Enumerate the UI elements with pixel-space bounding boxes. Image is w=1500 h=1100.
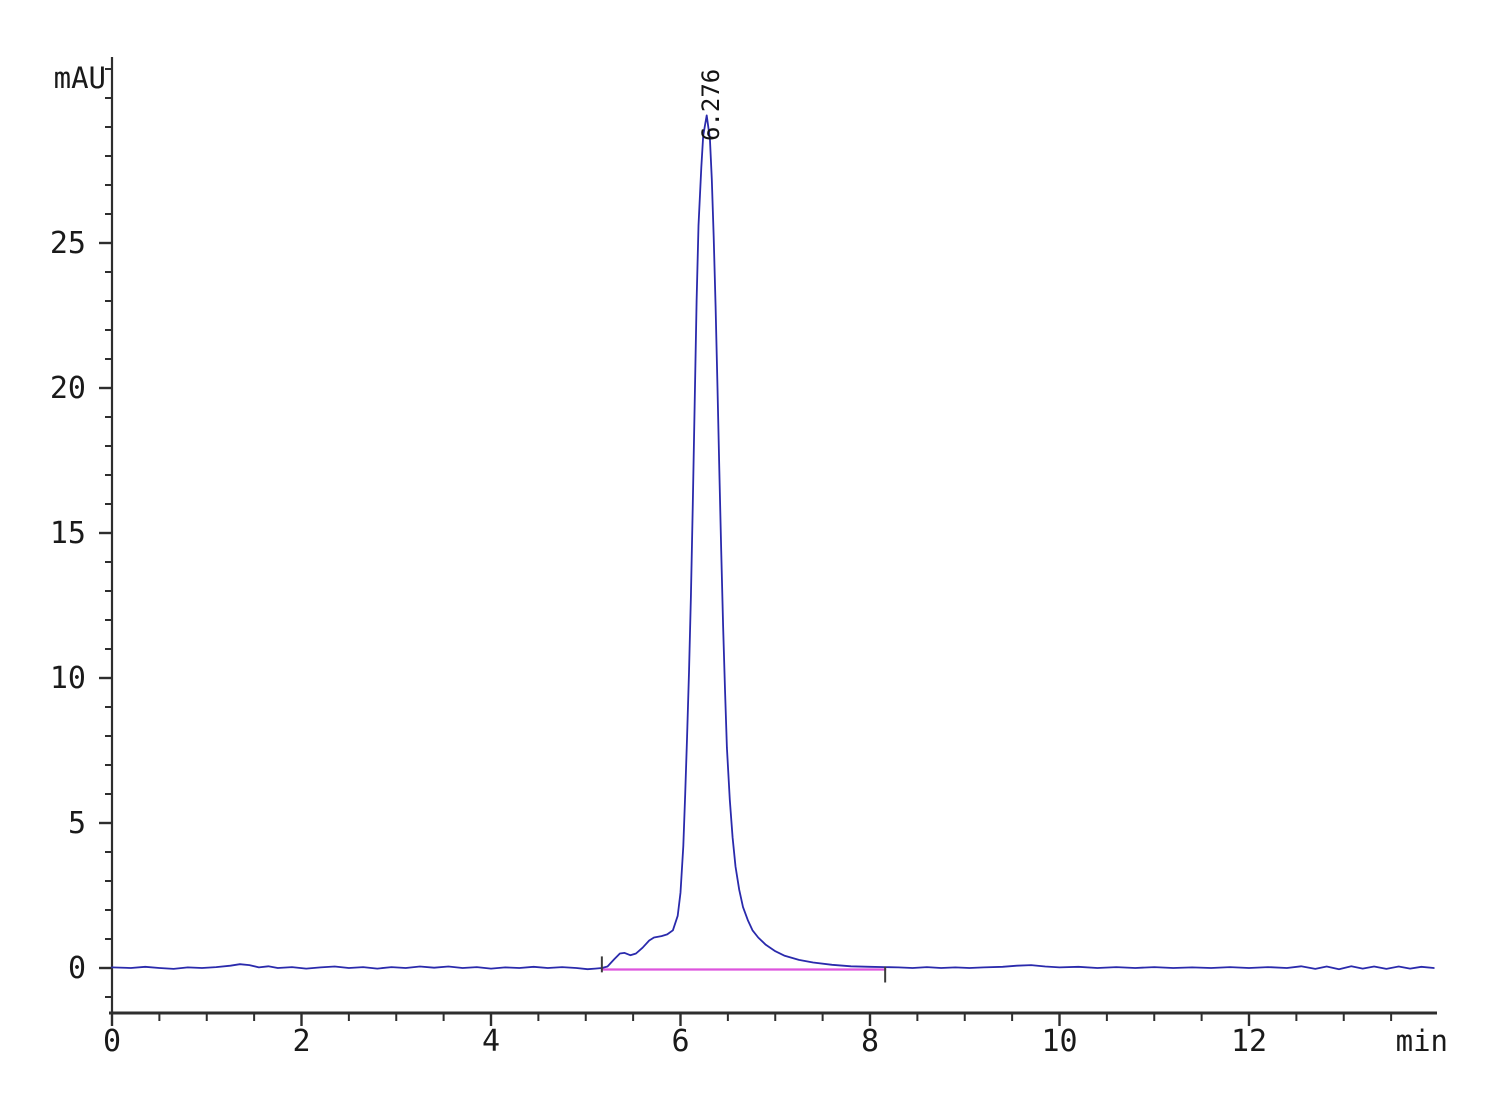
y-axis-ticks: 0 5 10 15 20 25 xyxy=(50,68,112,998)
x-tick-label: 12 xyxy=(1231,1024,1267,1059)
y-tick-label: 25 xyxy=(50,226,86,261)
x-tick-label: 6 xyxy=(671,1024,689,1059)
series-layer xyxy=(111,114,1435,971)
x-tick-label: 2 xyxy=(292,1024,310,1059)
y-tick-label: 10 xyxy=(50,661,86,696)
y-tick-label: 20 xyxy=(50,371,86,406)
integration-marker-layer xyxy=(600,956,887,983)
x-axis-unit-label: min xyxy=(1396,1024,1448,1058)
y-tick-label: 5 xyxy=(68,806,86,841)
x-tick-label: 4 xyxy=(482,1024,500,1059)
signal-trace xyxy=(111,114,1435,971)
y-tick-label: 15 xyxy=(50,516,86,551)
x-tick-label: 10 xyxy=(1041,1024,1077,1059)
y-axis-unit-label: mAU xyxy=(54,61,106,95)
x-axis-ticks: 0 2 4 6 8 10 12 xyxy=(103,1013,1393,1059)
peak-retention-time-label: 6.276 xyxy=(697,69,725,141)
x-tick-label: 8 xyxy=(861,1024,879,1059)
x-tick-label: 0 xyxy=(103,1024,121,1059)
y-tick-label: 0 xyxy=(68,951,86,986)
